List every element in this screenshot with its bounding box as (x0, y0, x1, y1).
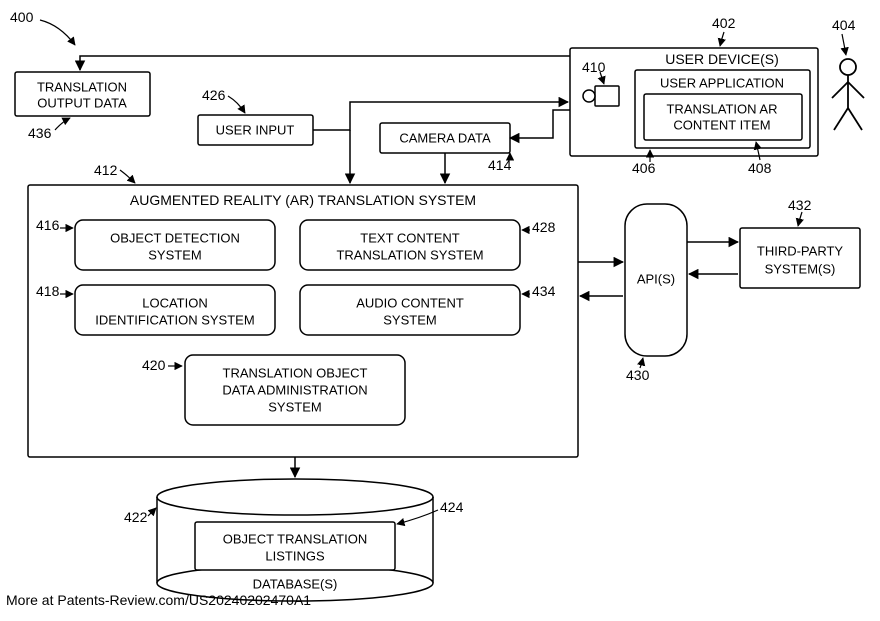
location-id-l1: LOCATION (142, 295, 208, 310)
text-content-l1: TEXT CONTENT (360, 230, 459, 245)
apis-box: API(S) (625, 204, 687, 356)
ref-404-leader (842, 34, 846, 55)
translation-obj-admin-l3: SYSTEM (268, 399, 321, 414)
camera-data-box: CAMERA DATA (380, 123, 510, 153)
ar-system-label: AUGMENTED REALITY (AR) TRANSLATION SYSTE… (130, 192, 476, 208)
translation-obj-admin-l2: DATA ADMINISTRATION (222, 382, 367, 397)
user-application-label: USER APPLICATION (660, 75, 784, 90)
ref-436: 436 (28, 125, 52, 141)
ref-402: 402 (712, 15, 736, 31)
ref-432: 432 (788, 197, 812, 213)
ref-400-leader (40, 20, 75, 45)
ref-408: 408 (748, 160, 772, 176)
translation-obj-admin-l1: TRANSLATION OBJECT (223, 365, 368, 380)
ref-412: 412 (94, 162, 118, 178)
location-identification-box: LOCATION IDENTIFICATION SYSTEM (75, 285, 275, 335)
audio-content-box: AUDIO CONTENT SYSTEM (300, 285, 520, 335)
edge-userdevices-to-outputdata (80, 56, 570, 70)
object-detection-box: OBJECT DETECTION SYSTEM (75, 220, 275, 270)
location-id-l2: IDENTIFICATION SYSTEM (95, 312, 254, 327)
ref-422: 422 (124, 509, 148, 525)
third-party-l1: THIRD-PARTY (757, 243, 844, 258)
ref-416: 416 (36, 217, 60, 233)
translation-output-data-box: TRANSLATION OUTPUT DATA (15, 72, 150, 116)
edge-userdevices-to-cameradata (510, 110, 570, 138)
translation-ar-label-1: TRANSLATION AR (666, 101, 777, 116)
databases-label: DATABASE(S) (253, 576, 338, 591)
ref-400: 400 (10, 9, 34, 25)
ref-428: 428 (532, 219, 556, 235)
person-icon (832, 59, 864, 130)
obj-trans-listings-l2: LISTINGS (265, 548, 325, 563)
ref-414: 414 (488, 157, 512, 173)
ref-434: 434 (532, 283, 556, 299)
user-devices-label: USER DEVICE(S) (665, 51, 779, 67)
ref-418: 418 (36, 283, 60, 299)
ref-410: 410 (582, 59, 606, 75)
ref-426: 426 (202, 87, 226, 103)
translation-object-admin-box: TRANSLATION OBJECT DATA ADMINISTRATION S… (185, 355, 405, 425)
translation-output-data-label-2: OUTPUT DATA (37, 95, 127, 110)
ref-404: 404 (832, 17, 856, 33)
ref-420: 420 (142, 357, 166, 373)
object-detection-l1: OBJECT DETECTION (110, 230, 240, 245)
object-translation-listings-box: OBJECT TRANSLATION LISTINGS (195, 522, 395, 570)
ref-430: 430 (626, 367, 650, 383)
audio-content-l2: SYSTEM (383, 312, 436, 327)
ref-412-leader (120, 170, 135, 183)
ref-426-leader (228, 96, 245, 113)
audio-content-l1: AUDIO CONTENT (356, 295, 464, 310)
ref-402-leader (720, 32, 724, 46)
third-party-l2: SYSTEM(S) (765, 261, 836, 276)
translation-output-data-label-1: TRANSLATION (37, 79, 127, 94)
object-detection-l2: SYSTEM (148, 247, 201, 262)
third-party-box: THIRD-PARTY SYSTEM(S) (740, 228, 860, 288)
ref-436-leader (55, 118, 70, 130)
ref-406: 406 (632, 160, 656, 176)
text-content-l2: TRANSLATION SYSTEM (336, 247, 483, 262)
obj-trans-listings-l1: OBJECT TRANSLATION (223, 531, 367, 546)
translation-ar-label-2: CONTENT ITEM (673, 117, 770, 132)
footer-text: More at Patents-Review.com/US20240202470… (6, 592, 311, 608)
translation-ar-content-item-box: TRANSLATION AR CONTENT ITEM (644, 94, 802, 140)
camera-data-label: CAMERA DATA (399, 130, 491, 145)
user-input-box: USER INPUT (198, 115, 313, 145)
user-input-label: USER INPUT (216, 122, 295, 137)
text-content-translation-box: TEXT CONTENT TRANSLATION SYSTEM (300, 220, 520, 270)
ref-432-leader (798, 212, 802, 226)
ref-424: 424 (440, 499, 464, 515)
apis-label: API(S) (637, 271, 675, 286)
ref-422-leader (148, 508, 156, 516)
